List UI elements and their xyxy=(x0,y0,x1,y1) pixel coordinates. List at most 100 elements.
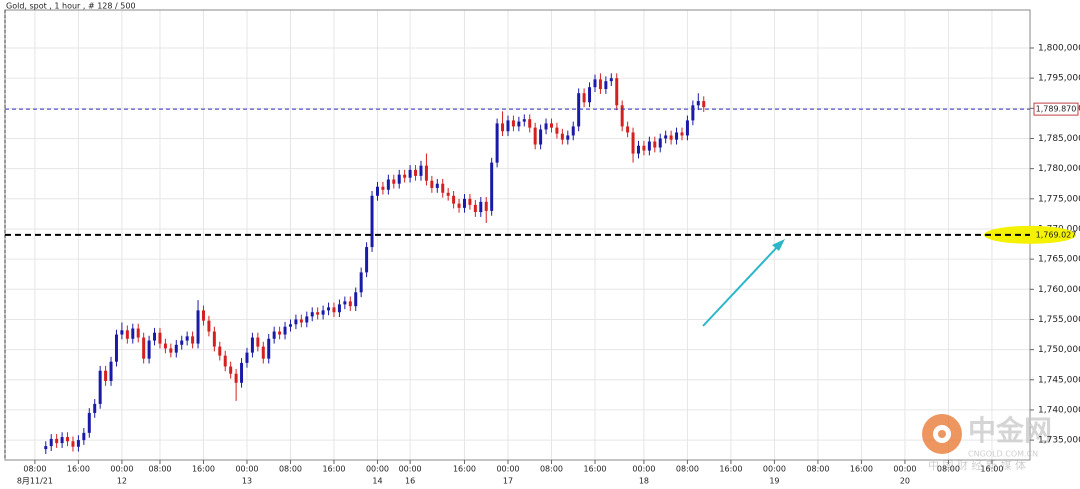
x-tick-label: 08:00 xyxy=(676,465,699,474)
candle-body xyxy=(468,198,472,205)
x-tick-label: 08:00 xyxy=(937,465,960,474)
candle-body xyxy=(555,127,559,134)
candle-body xyxy=(501,123,505,132)
x-tick-label: 16:00 xyxy=(980,465,1003,474)
x-tick-label: 08:00 xyxy=(279,465,302,474)
x-tick-label: 08:00 xyxy=(540,465,563,474)
candle-body xyxy=(55,438,59,444)
candle-body xyxy=(256,337,260,347)
candle-body xyxy=(76,440,80,447)
chart-title: Gold, spot , 1 hour , # 128 / 500 xyxy=(6,2,136,11)
date-label: 20 xyxy=(900,477,910,486)
candle-body xyxy=(626,126,630,133)
x-tick-label: 08:00 xyxy=(23,465,46,474)
arrow-shaft xyxy=(702,243,781,327)
candle-body xyxy=(381,186,385,190)
x-tick-label: 16:00 xyxy=(583,465,606,474)
date-label: 14 xyxy=(372,477,382,486)
candle-body xyxy=(321,310,325,315)
candle-body xyxy=(365,247,369,273)
candle-body xyxy=(218,346,222,356)
candle-body xyxy=(397,174,401,184)
y-tick-label: 1,765,000 xyxy=(1038,255,1080,265)
candle-body xyxy=(593,79,597,88)
candles xyxy=(44,73,706,454)
candle-body xyxy=(343,301,347,305)
x-tick-label: 00:00 xyxy=(496,465,519,474)
candle-body xyxy=(392,179,396,184)
candle-body xyxy=(147,340,151,359)
candle-body xyxy=(386,179,390,190)
candle-body xyxy=(522,119,526,122)
arrow-head xyxy=(772,239,785,251)
candle-body xyxy=(305,316,309,323)
candle-body xyxy=(658,138,662,148)
candle-body xyxy=(201,310,205,321)
candle-body xyxy=(441,183,445,193)
candle-body xyxy=(544,123,548,130)
candle-body xyxy=(669,135,673,140)
x-tick-label: 00:00 xyxy=(763,465,786,474)
candle-body xyxy=(354,292,358,307)
price-tag: 1,789.870 xyxy=(1036,105,1077,114)
date-label: 17 xyxy=(503,477,513,486)
date-label: 12 xyxy=(117,477,127,486)
watermark-url: CNGOLD.COM.CN xyxy=(968,450,1038,459)
x-tick-label: 00:00 xyxy=(632,465,655,474)
candle-body xyxy=(310,312,314,317)
candle-body xyxy=(223,355,227,367)
candle-body xyxy=(98,370,102,404)
candle-body xyxy=(533,127,537,145)
candle-body xyxy=(66,437,70,442)
x-tick-label: 00:00 xyxy=(399,465,422,474)
x-tick-label: 08:00 xyxy=(148,465,171,474)
x-tick-label: 16:00 xyxy=(192,465,215,474)
candle-body xyxy=(664,135,668,139)
candle-body xyxy=(598,79,602,90)
x-tick-label: 16:00 xyxy=(719,465,742,474)
price-tag-box xyxy=(1033,102,1079,116)
candle-body xyxy=(299,319,303,323)
candle-body xyxy=(696,101,700,106)
candle-body xyxy=(174,344,178,353)
candle-body xyxy=(114,334,118,362)
candle-body xyxy=(44,446,48,450)
candle-body xyxy=(212,331,216,347)
candle-body xyxy=(457,203,461,208)
candle-body xyxy=(620,105,624,127)
candle-body xyxy=(125,330,129,339)
candle-body xyxy=(680,132,684,136)
candle-body xyxy=(60,437,64,444)
candle-body xyxy=(435,183,439,188)
candle-body xyxy=(370,195,374,248)
candle-body xyxy=(207,320,211,332)
candle-body xyxy=(506,120,510,132)
candle-body xyxy=(278,331,282,335)
candle-body xyxy=(359,272,363,293)
candle-body xyxy=(604,81,608,90)
x-tick-label: 16:00 xyxy=(850,465,873,474)
candle-body xyxy=(490,162,494,211)
candle-body xyxy=(169,348,173,353)
candle-body xyxy=(93,403,97,413)
y-tick-label: 1,800,000 xyxy=(1038,44,1080,54)
x-tick-label: 00:00 xyxy=(110,465,133,474)
candle-body xyxy=(577,93,581,127)
candle-body xyxy=(484,201,488,211)
candle-body xyxy=(414,169,418,176)
candle-body xyxy=(702,101,706,108)
date-label: 16 xyxy=(405,477,415,486)
x-tick-label: 16:00 xyxy=(67,465,90,474)
candle-body xyxy=(511,120,515,127)
candle-body xyxy=(609,78,613,82)
candle-body xyxy=(517,121,521,127)
candle-body xyxy=(163,343,167,349)
candle-body xyxy=(240,362,244,383)
y-tick-label: 1,755,000 xyxy=(1038,315,1080,325)
x-tick-label: 08:00 xyxy=(806,465,829,474)
candle-body xyxy=(104,370,108,381)
candle-body xyxy=(653,141,657,148)
candle-body xyxy=(283,326,287,335)
candle-body xyxy=(229,366,233,374)
candle-body xyxy=(71,441,75,447)
